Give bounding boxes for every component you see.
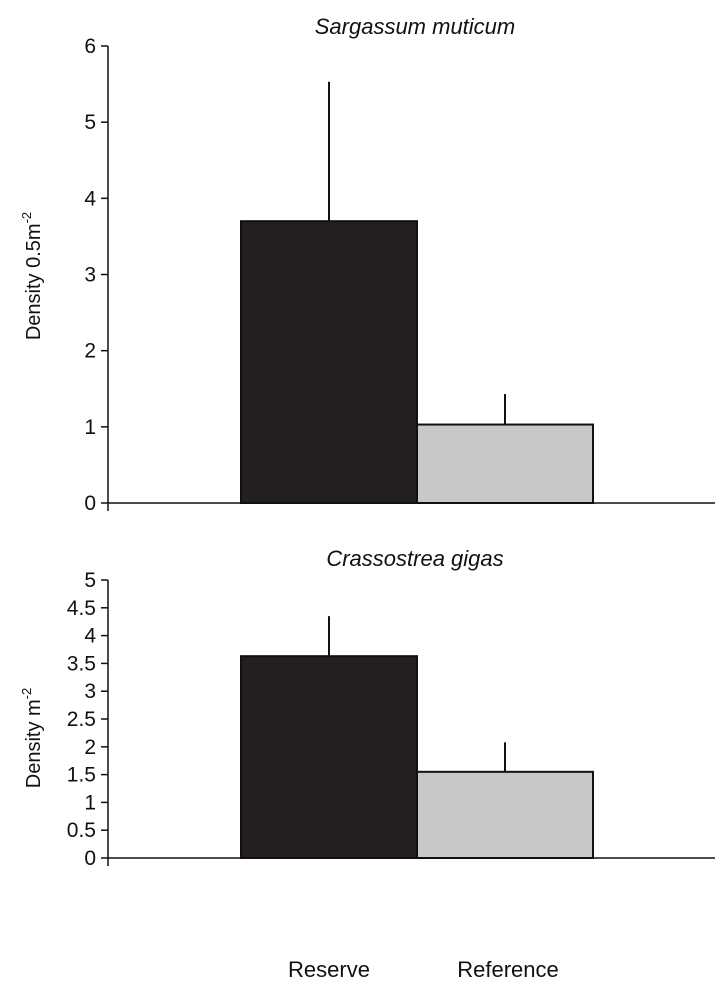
panel-sargassum: Sargassum muticum Density 0.5m-2 0 1 2 3 4 5 6	[19, 14, 715, 515]
y-tick-label: 3	[84, 680, 96, 703]
bars	[240, 616, 594, 860]
svg-text:Density m-2: Density m-2	[19, 688, 45, 788]
bar-reference	[416, 770, 594, 860]
y-tick-label: 0	[84, 492, 96, 515]
x-category-label-reserve: Reserve	[288, 957, 370, 982]
y-tick-label: 4	[84, 625, 96, 648]
y-tick-label: 0.5	[67, 819, 96, 842]
y-axis-label-exponent: -2	[19, 688, 34, 700]
y-tick-label: 4.5	[67, 597, 96, 620]
bar-reserve	[240, 220, 418, 505]
y-axis-label-text: Density 0.5m	[23, 223, 45, 340]
y-tick-label: 4	[84, 187, 96, 210]
y-tick-label: 0	[84, 847, 96, 870]
y-tick-label: 5	[84, 569, 96, 592]
y-tick-label: 1	[84, 416, 96, 439]
y-tick-label: 6	[84, 35, 96, 58]
y-tick-label: 2	[84, 736, 96, 759]
y-axis-label-text: Density m	[23, 699, 45, 788]
y-axis-ticks: 0 0.5 1 1.5 2 2.5 3 3.5 4 4.5 5	[67, 569, 108, 870]
bar-reference	[416, 423, 594, 505]
panel-title: Crassostrea gigas	[326, 546, 503, 571]
x-category-label-reference: Reference	[457, 957, 559, 982]
svg-text:Density 0.5m-2: Density 0.5m-2	[19, 212, 45, 340]
y-tick-label: 3	[84, 264, 96, 287]
y-axis-label: Density m-2	[19, 688, 45, 788]
y-tick-label: 3.5	[67, 652, 96, 675]
bar-reserve	[240, 655, 418, 859]
bars	[240, 81, 594, 505]
y-axis-ticks: 0 1 2 3 4 5 6	[84, 35, 108, 515]
y-tick-label: 1	[84, 791, 96, 814]
panel-title: Sargassum muticum	[315, 14, 516, 39]
y-tick-label: 2.5	[67, 708, 96, 731]
y-axis-label-exponent: -2	[19, 212, 34, 224]
y-axis-label: Density 0.5m-2	[19, 212, 45, 340]
y-tick-label: 2	[84, 340, 96, 363]
panel-crassostrea: Crassostrea gigas Density m-2 0 0.5 1 1.5 2 2…	[19, 546, 715, 870]
y-tick-label: 1.5	[67, 764, 96, 787]
y-tick-label: 5	[84, 111, 96, 134]
